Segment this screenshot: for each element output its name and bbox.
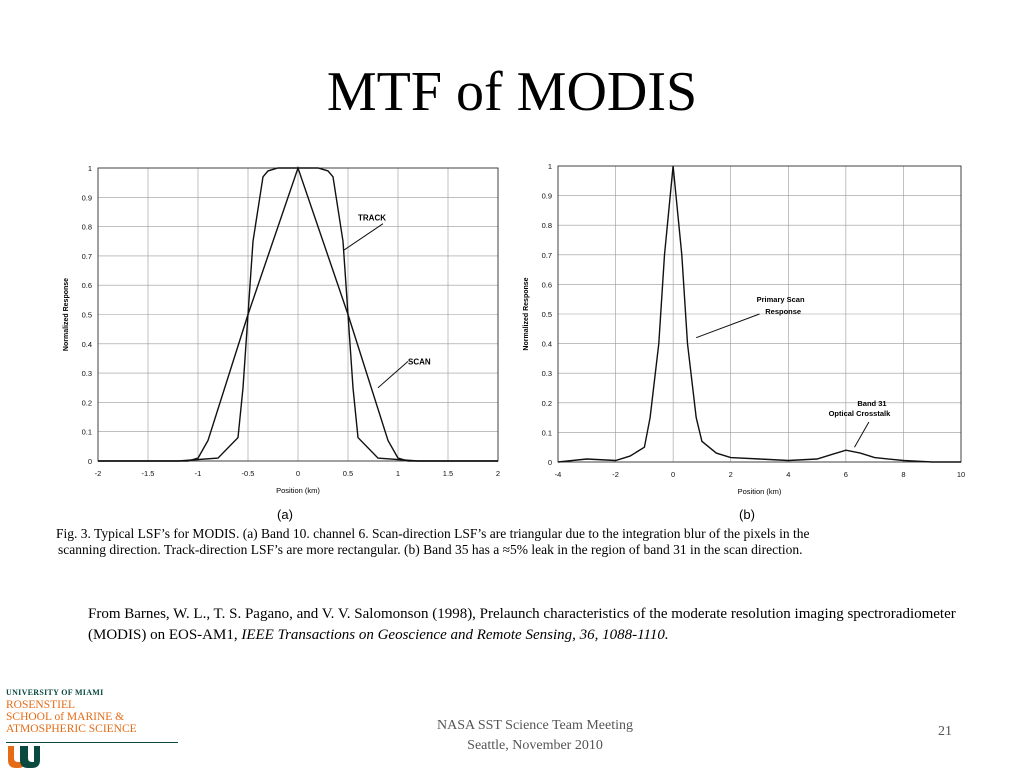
annotation-band31-line-1: Band 31 — [857, 399, 886, 408]
annotation-arrow — [695, 313, 760, 339]
x-tick-label: 1 — [396, 469, 400, 478]
x-tick-label: 2 — [729, 470, 733, 479]
footer-line-2: Seattle, November 2010 — [467, 738, 603, 753]
y-tick-label: 0.4 — [542, 340, 552, 349]
lsf-figure: -2 -1.5 -1 -0.5 0 0.5 1 1.5 2 0 0.1 0.2 0.3 0.4 0.5 0.6… — [63, 162, 965, 522]
rsmas-logo: UNIVERSITY OF MIAMI ROSENSTIEL SCHOOL of… — [6, 688, 186, 768]
figure-caption: Fig. 3. Typical LSF’s for MODIS. (a) Ban… — [56, 526, 956, 558]
y-tick-label: 0.1 — [82, 428, 92, 437]
y-axis-label: Normalized Response — [63, 278, 70, 351]
y-tick-label: 0.3 — [82, 369, 92, 378]
annotation-track: TRACK — [358, 214, 386, 223]
y-tick-label: 0.3 — [542, 369, 552, 378]
annotation-band31-line-2: Optical Crosstalk — [829, 409, 892, 418]
x-tick-label: 6 — [844, 470, 848, 479]
footer-line-1: NASA SST Science Team Meeting — [436, 718, 634, 733]
series-line-0 — [557, 165, 961, 463]
page-number: 21 — [938, 724, 952, 739]
x-tick-label: 0.5 — [343, 469, 353, 478]
annotation-arrow — [854, 421, 870, 448]
x-tick-label: -0.5 — [242, 469, 255, 478]
y-tick-label: 0.8 — [82, 223, 92, 232]
slide-title: MTF of MODIS — [326, 61, 698, 123]
logo-school-2: SCHOOL of MARINE & — [6, 711, 125, 723]
reference-text: From Barnes, W. L., T. S. Pagano, and V.… — [88, 606, 956, 643]
y-tick-label: 0 — [548, 458, 552, 467]
x-tick-label: 1.5 — [443, 469, 453, 478]
x-tick-label: -4 — [555, 470, 562, 479]
annotation-arrow — [343, 223, 384, 251]
x-tick-label: 10 — [957, 470, 965, 479]
series-line-1 — [98, 165, 498, 462]
x-axis-label: Position (km) — [276, 486, 320, 495]
caption-line-2: scanning direction. Track-direction LSF’… — [58, 542, 803, 557]
reference-journal: IEEE Transactions on Geoscience and Remo… — [241, 627, 669, 643]
chart-panel-a: -2 -1.5 -1 -0.5 0 0.5 1 1.5 2 0 0.1 0.2 0.3 0.4 0.5 0.6… — [63, 164, 500, 522]
caption-line-1: Fig. 3. Typical LSF’s for MODIS. (a) Ban… — [56, 526, 810, 541]
y-axis-label: Normalized Response — [523, 277, 530, 350]
y-tick-label: 0.7 — [82, 252, 92, 261]
y-tick-label: 0.6 — [82, 281, 92, 290]
logo-school-1: ROSENSTIEL — [6, 699, 75, 711]
y-tick-label: 0.8 — [542, 221, 552, 230]
x-tick-label: -2 — [612, 470, 619, 479]
x-tick-label: 0 — [296, 469, 300, 478]
y-tick-label: 0.9 — [82, 193, 92, 202]
panel-label: (a) — [277, 507, 293, 522]
x-tick-label: 4 — [786, 470, 790, 479]
x-tick-label: 8 — [901, 470, 905, 479]
y-tick-label: 0 — [88, 457, 92, 466]
logo-divider — [6, 742, 178, 743]
plot-frame — [557, 165, 962, 463]
y-tick-label: 1 — [88, 164, 92, 173]
annotation-arrow — [377, 361, 409, 389]
chart-panel-b: -4 -2 0 2 4 6 8 10 0 0.1 0.2 0.3 0.4 0.5 0.6 0.7 0.8 0.9 1… — [523, 162, 965, 522]
y-tick-label: 1 — [548, 162, 552, 171]
annotation-scan: SCAN — [408, 357, 431, 366]
footer-meeting: NASA SST Science Team Meeting Seattle, N… — [380, 716, 690, 756]
y-tick-label: 0.7 — [542, 251, 552, 260]
y-tick-label: 0.1 — [542, 428, 552, 437]
x-tick-label: -1 — [195, 469, 202, 478]
y-tick-label: 0.2 — [82, 398, 92, 407]
u-logo-icon — [6, 746, 40, 768]
y-tick-label: 0.9 — [542, 192, 552, 201]
annotation-primary-line-2: Response — [765, 307, 801, 316]
x-tick-label: -1.5 — [142, 469, 155, 478]
panel-label: (b) — [739, 507, 755, 522]
x-axis-label: Position (km) — [738, 487, 782, 496]
x-tick-label: -2 — [95, 469, 102, 478]
y-tick-label: 0.5 — [82, 311, 92, 320]
x-tick-label: 2 — [496, 469, 500, 478]
y-tick-label: 0.6 — [542, 280, 552, 289]
logo-school-3: ATMOSPHERIC SCIENCE — [6, 723, 137, 735]
y-tick-label: 0.5 — [542, 310, 552, 319]
annotation-primary-line-1: Primary Scan — [757, 295, 805, 304]
reference-citation: From Barnes, W. L., T. S. Pagano, and V.… — [88, 604, 968, 646]
x-tick-label: 0 — [671, 470, 675, 479]
y-tick-label: 0.4 — [82, 340, 92, 349]
y-tick-label: 0.2 — [542, 399, 552, 408]
logo-university: UNIVERSITY OF MIAMI — [6, 688, 104, 697]
